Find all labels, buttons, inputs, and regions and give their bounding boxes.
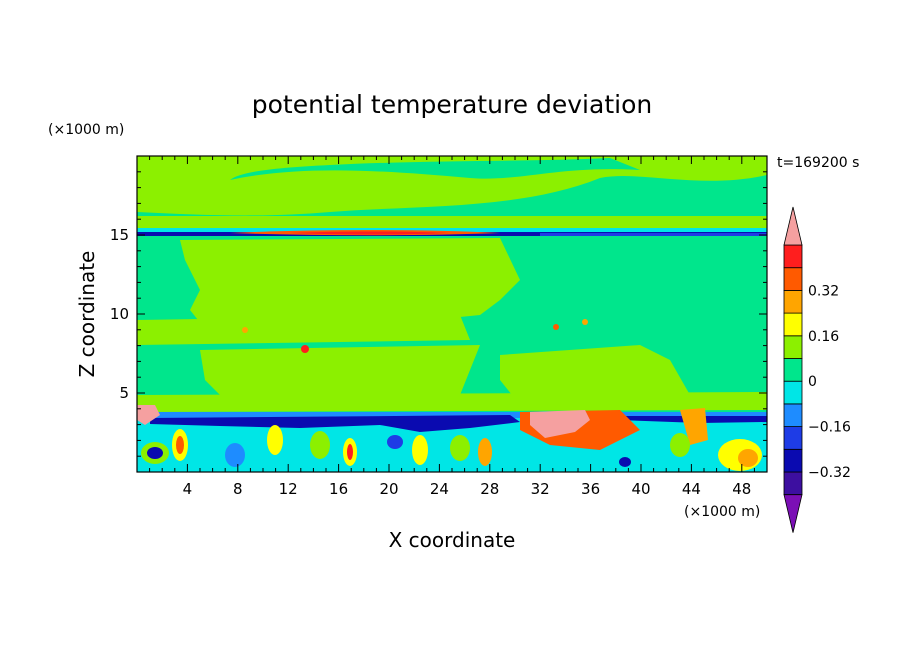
x-tick-label: 44 xyxy=(682,480,701,498)
colorbar-level xyxy=(783,335,803,359)
x-tick-label: 48 xyxy=(732,480,751,498)
contour-region xyxy=(180,238,520,335)
colorbar-level xyxy=(783,448,803,473)
x-tick-label: 20 xyxy=(379,480,398,498)
colorbar-level xyxy=(783,403,803,427)
contour-region xyxy=(301,345,309,353)
y-unit-label: (×1000 m) xyxy=(48,122,124,138)
colorbar: 0.32 0.16 0 −0.16 −0.32 xyxy=(783,206,851,533)
x-tick-label: 28 xyxy=(480,480,499,498)
colorbar-level xyxy=(783,312,803,337)
contour-region xyxy=(680,408,708,445)
ground-cells xyxy=(141,425,762,471)
contour-region xyxy=(582,319,588,325)
contour-region xyxy=(242,327,248,333)
contour-region xyxy=(137,228,767,233)
contour-region xyxy=(553,324,559,330)
contour-region xyxy=(137,405,160,425)
colorbar-extend-top xyxy=(783,206,803,246)
x-tick-label: 8 xyxy=(233,480,243,498)
colorbar-label: 0.16 xyxy=(808,329,839,345)
colorbar-level xyxy=(783,426,803,450)
x-tick-label: 12 xyxy=(279,480,298,498)
contour-region xyxy=(137,216,767,230)
contour-region xyxy=(290,231,450,235)
contour-region xyxy=(137,315,470,345)
colorbar-label: −0.16 xyxy=(808,420,851,436)
x-tick-label: 4 xyxy=(183,480,193,498)
x-tick-label: 40 xyxy=(631,480,650,498)
x-tick-label: 16 xyxy=(329,480,348,498)
x-tick-label: 24 xyxy=(430,480,449,498)
y-tick-label: 10 xyxy=(110,305,129,323)
colorbar-level xyxy=(783,471,803,496)
contour-region xyxy=(137,392,767,412)
colorbar-label: −0.32 xyxy=(808,465,851,481)
contour-region xyxy=(150,415,520,432)
colorbar-level xyxy=(783,289,803,314)
x-unit-label: (×1000 m) xyxy=(684,504,760,520)
colorbar-level xyxy=(783,267,803,291)
x-axis-label: X coordinate xyxy=(389,528,516,552)
x-tick-label: 36 xyxy=(581,480,600,498)
y-axis-ticks: 5 10 15 xyxy=(110,171,767,457)
y-axis-label: Z coordinate xyxy=(75,251,99,378)
colorbar-label: 0 xyxy=(808,374,817,390)
colorbar-level xyxy=(783,380,803,405)
colorbar-level xyxy=(783,358,803,382)
contour-region xyxy=(530,410,590,438)
contour-region xyxy=(540,233,767,236)
contour-region xyxy=(137,412,767,418)
x-axis-ticks: 4 8 12 16 20 24 28 32 36 40 44 48 xyxy=(149,156,755,498)
y-tick-label: 15 xyxy=(110,226,129,244)
contour-region xyxy=(230,158,640,180)
contour-region xyxy=(500,345,690,405)
colorbar-level xyxy=(783,244,803,269)
time-label: t=169200 s xyxy=(777,155,859,171)
contour-region xyxy=(200,345,480,405)
chart-title: potential temperature deviation xyxy=(252,90,652,119)
colorbar-extend-bottom xyxy=(783,494,803,533)
contour-field xyxy=(137,156,767,472)
x-tick-label: 32 xyxy=(531,480,550,498)
colorbar-label: 0.32 xyxy=(808,283,839,299)
y-tick-label: 5 xyxy=(119,384,129,402)
